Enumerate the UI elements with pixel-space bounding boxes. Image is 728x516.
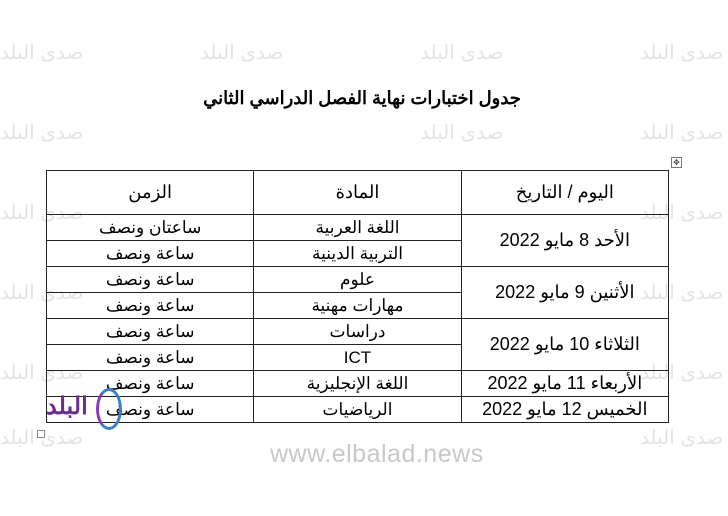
date-cell: الخميس 12 مايو 2022 — [460, 396, 670, 423]
subject-cell: اللغة العربية — [253, 214, 462, 241]
table-row: الخميس 12 مايو 2022 الرياضيات ساعة ونصف — [45, 396, 670, 423]
exam-schedule-table: اليوم / التاريخ المادة الزمن الأحد 8 ماي… — [45, 170, 670, 423]
paragraph-end-mark — [37, 430, 45, 438]
duration-cell: ساعة ونصف — [45, 396, 255, 423]
subject-cell: دراسات — [253, 318, 462, 345]
watermark: صدى البلد — [420, 42, 504, 64]
subject-cell: الرياضيات — [253, 396, 462, 423]
watermark: صدى البلد — [0, 42, 84, 64]
duration-cell: ساعتان ونصف — [45, 214, 255, 241]
duration-cell: ساعة ونصف — [45, 344, 255, 371]
header-date: اليوم / التاريخ — [460, 170, 670, 215]
subject-cell: التربية الدينية — [253, 240, 462, 267]
header-duration: الزمن — [45, 170, 255, 215]
table-row: الأربعاء 11 مايو 2022 اللغة الإنجليزية س… — [45, 370, 670, 397]
table-row: الأثنين 9 مايو 2022 علوم ساعة ونصف — [45, 266, 670, 319]
watermark: صدى البلد — [420, 122, 504, 144]
website-watermark: www.elbalad.news — [270, 440, 484, 468]
date-cell: الأربعاء 11 مايو 2022 — [460, 370, 670, 397]
duration-cell: ساعة ونصف — [45, 292, 255, 319]
watermark: صدى البلد — [0, 427, 84, 449]
table-header-row: اليوم / التاريخ المادة الزمن — [45, 170, 670, 215]
duration-cell: ساعة ونصف — [45, 266, 255, 293]
table-row: الثلاثاء 10 مايو 2022 دراسات ساعة ونصف — [45, 318, 670, 371]
watermark: صدى البلد — [200, 42, 284, 64]
title-text: جدول اختبارات نهاية الفصل الدراسي الثاني — [203, 88, 521, 108]
logo-swirl-icon — [96, 388, 122, 430]
duration-cell: ساعة ونصف — [45, 240, 255, 267]
watermark: صدى البلد — [0, 122, 84, 144]
table-row: ICT ساعة ونصف — [45, 344, 669, 371]
logo-text: البلد — [46, 393, 88, 420]
date-cell: الأحد 8 مايو 2022 — [460, 214, 670, 267]
watermark: صدى البلد — [640, 427, 724, 449]
subject-cell: علوم — [253, 266, 462, 293]
elbalad-logo: البلد — [46, 388, 122, 430]
table-move-handle-icon[interactable]: ✥ — [671, 157, 682, 168]
table-row: التربية الدينية ساعة ونصف — [45, 240, 669, 267]
duration-cell: ساعة ونصف — [45, 318, 255, 345]
duration-cell: ساعة ونصف — [45, 370, 255, 397]
table-row: الأحد 8 مايو 2022 اللغة العربية ساعتان و… — [45, 214, 670, 267]
subject-cell: اللغة الإنجليزية — [253, 370, 462, 397]
subject-cell: ICT — [253, 344, 462, 371]
page-title: جدول اختبارات نهاية الفصل الدراسي الثاني — [0, 88, 728, 109]
watermark: صدى البلد — [640, 42, 724, 64]
watermark: صدى البلد — [640, 122, 724, 144]
date-cell: الثلاثاء 10 مايو 2022 — [460, 318, 670, 371]
date-cell: الأثنين 9 مايو 2022 — [460, 266, 670, 319]
header-subject: المادة — [253, 170, 462, 215]
subject-cell: مهارات مهنية — [253, 292, 462, 319]
